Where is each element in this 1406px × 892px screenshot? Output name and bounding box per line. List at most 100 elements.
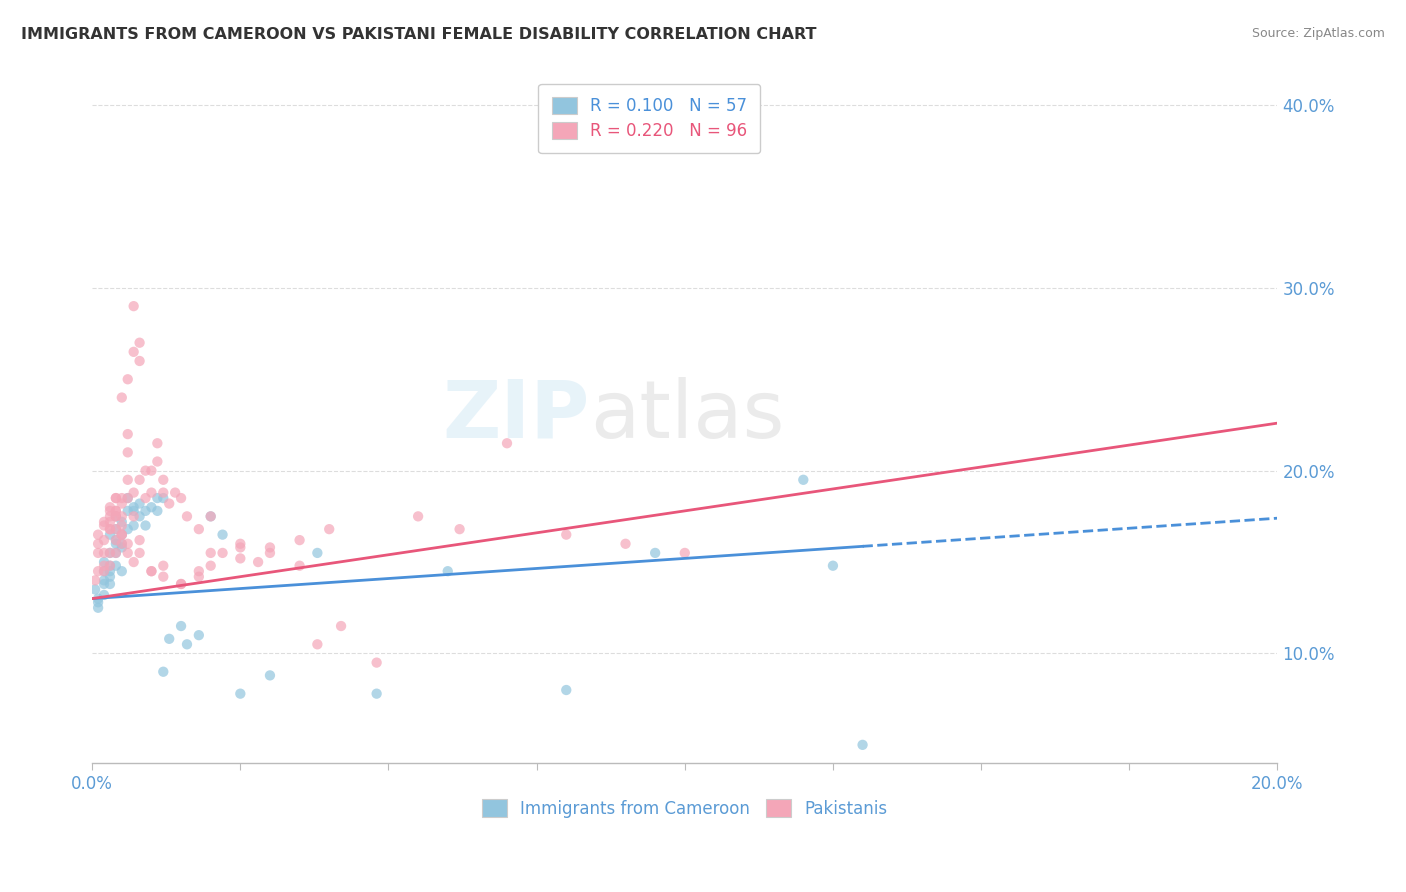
Point [93, 546, 115, 560]
Point [128, 497, 150, 511]
Point [330, 619, 353, 633]
Point [673, 546, 696, 560]
Point [87, 591, 110, 606]
Point [318, 522, 340, 536]
Point [200, 509, 222, 524]
Point [555, 683, 578, 698]
Point [821, 558, 844, 573]
Point [134, 518, 156, 533]
Point [187, 564, 209, 578]
Point [111, 515, 134, 529]
Point [98, 570, 121, 584]
Point [128, 473, 150, 487]
Point [111, 537, 134, 551]
Point [111, 491, 134, 505]
Point [141, 500, 163, 515]
Point [555, 527, 578, 541]
Point [288, 558, 311, 573]
Point [229, 541, 252, 555]
Point [104, 509, 127, 524]
Point [117, 491, 139, 505]
Point [122, 504, 145, 518]
Point [307, 546, 329, 560]
Point [366, 687, 388, 701]
Point [259, 546, 281, 560]
Point [152, 665, 174, 679]
Point [93, 515, 115, 529]
Legend: Immigrants from Cameroon, Pakistanis: Immigrants from Cameroon, Pakistanis [475, 793, 894, 824]
Point [104, 522, 127, 536]
Point [122, 299, 145, 313]
Point [87, 595, 110, 609]
Point [87, 527, 110, 541]
Point [122, 555, 145, 569]
Point [98, 577, 121, 591]
Point [87, 564, 110, 578]
Point [436, 564, 458, 578]
Point [93, 564, 115, 578]
Point [200, 558, 222, 573]
Point [111, 527, 134, 541]
Point [176, 637, 198, 651]
Point [104, 491, 127, 505]
Point [152, 473, 174, 487]
Point [146, 491, 169, 505]
Point [152, 558, 174, 573]
Point [152, 485, 174, 500]
Point [229, 537, 252, 551]
Point [141, 564, 163, 578]
Point [851, 738, 873, 752]
Point [187, 628, 209, 642]
Point [98, 509, 121, 524]
Point [111, 564, 134, 578]
Point [134, 504, 156, 518]
Point [170, 619, 193, 633]
Point [104, 546, 127, 560]
Point [87, 546, 110, 560]
Point [111, 518, 134, 533]
Point [111, 391, 134, 405]
Point [93, 577, 115, 591]
Point [146, 504, 169, 518]
Point [104, 533, 127, 548]
Point [87, 600, 110, 615]
Point [117, 546, 139, 560]
Point [104, 546, 127, 560]
Point [128, 354, 150, 368]
Point [141, 564, 163, 578]
Point [128, 546, 150, 560]
Point [211, 527, 233, 541]
Point [496, 436, 519, 450]
Point [104, 509, 127, 524]
Point [117, 537, 139, 551]
Point [98, 522, 121, 536]
Point [93, 533, 115, 548]
Point [84, 574, 107, 588]
Text: IMMIGRANTS FROM CAMEROON VS PAKISTANI FEMALE DISABILITY CORRELATION CHART: IMMIGRANTS FROM CAMEROON VS PAKISTANI FE… [21, 27, 817, 42]
Point [614, 537, 637, 551]
Point [111, 527, 134, 541]
Point [792, 473, 814, 487]
Point [187, 522, 209, 536]
Text: Source: ZipAtlas.com: Source: ZipAtlas.com [1251, 27, 1385, 40]
Point [98, 558, 121, 573]
Point [93, 588, 115, 602]
Point [406, 509, 429, 524]
Point [98, 558, 121, 573]
Point [98, 527, 121, 541]
Point [98, 522, 121, 536]
Point [170, 577, 193, 591]
Point [98, 546, 121, 560]
Point [247, 555, 270, 569]
Point [117, 372, 139, 386]
Point [165, 485, 187, 500]
Point [122, 518, 145, 533]
Point [128, 335, 150, 350]
Point [146, 454, 169, 468]
Point [259, 541, 281, 555]
Point [98, 564, 121, 578]
Point [134, 491, 156, 505]
Point [117, 504, 139, 518]
Point [104, 522, 127, 536]
Point [111, 537, 134, 551]
